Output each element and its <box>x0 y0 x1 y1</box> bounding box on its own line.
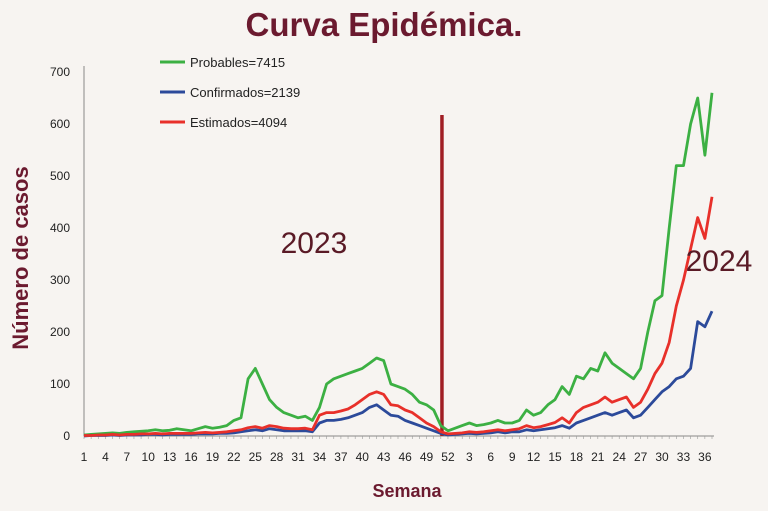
x-tick-label: 37 <box>334 450 348 464</box>
y-tick-label: 100 <box>50 377 70 391</box>
annotation-2023: 2023 <box>281 227 348 260</box>
x-tick-label: 15 <box>548 450 562 464</box>
x-tick-label: 1 <box>81 450 88 464</box>
chart-title: Curva Epidémica. <box>245 6 523 43</box>
x-tick-label: 10 <box>142 450 156 464</box>
year-annotations: 2023 2024 <box>281 227 753 278</box>
x-tick-label: 31 <box>291 450 305 464</box>
x-tick-label: 24 <box>613 450 627 464</box>
x-tick-label: 52 <box>441 450 455 464</box>
x-tick-label: 34 <box>313 450 327 464</box>
x-axis-label: Semana <box>372 481 442 501</box>
x-tick-label: 28 <box>270 450 284 464</box>
x-tick-label: 6 <box>487 450 494 464</box>
series-lines <box>83 92 714 438</box>
y-tick-label: 700 <box>50 65 70 79</box>
legend-label: Confirmados=2139 <box>190 85 300 100</box>
x-tick-label: 9 <box>509 450 516 464</box>
legend: Probables=7415 Confirmados=2139 Estimados=… <box>160 55 300 130</box>
y-tick-label: 400 <box>50 221 70 235</box>
x-tick-label: 27 <box>634 450 648 464</box>
x-tick-label: 21 <box>591 450 605 464</box>
x-tick-label: 7 <box>123 450 130 464</box>
x-tick-label: 3 <box>466 450 473 464</box>
x-tick-label: 4 <box>102 450 109 464</box>
annotation-2024: 2024 <box>686 245 753 278</box>
x-tick-label: 16 <box>184 450 198 464</box>
x-tick-label: 46 <box>398 450 412 464</box>
x-tick-label: 33 <box>677 450 691 464</box>
series-line-1 <box>83 92 714 437</box>
y-tick-label: 300 <box>50 273 70 287</box>
x-axis: 1 4 7 10 13 16 19 22 25 28 31 34 37 40 43 46 49 52 3 6 9 12 15… <box>81 435 714 464</box>
legend-label: Probables=7415 <box>190 55 285 70</box>
x-tick-label: 12 <box>527 450 541 464</box>
legend-label: Estimados=4094 <box>190 115 287 130</box>
y-tick-label: 0 <box>63 429 70 443</box>
y-axis: 0 100 200 300 400 500 600 700 <box>50 65 85 443</box>
y-axis-label: Número de casos <box>8 166 33 349</box>
x-tick-label: 18 <box>570 450 584 464</box>
x-tick-label: 22 <box>227 450 241 464</box>
y-tick-label: 200 <box>50 325 70 339</box>
x-tick-label: 25 <box>249 450 263 464</box>
y-tick-label: 500 <box>50 169 70 183</box>
series-line-3 <box>84 196 714 437</box>
x-tick-label: 36 <box>698 450 712 464</box>
x-tick-label: 40 <box>356 450 370 464</box>
x-tick-label: 49 <box>420 450 434 464</box>
x-tick-label: 19 <box>206 450 220 464</box>
x-tick-label: 30 <box>655 450 669 464</box>
x-tick-label: 13 <box>163 450 177 464</box>
y-tick-label: 600 <box>50 117 70 131</box>
x-tick-label: 43 <box>377 450 391 464</box>
series-line-2 <box>83 310 714 438</box>
